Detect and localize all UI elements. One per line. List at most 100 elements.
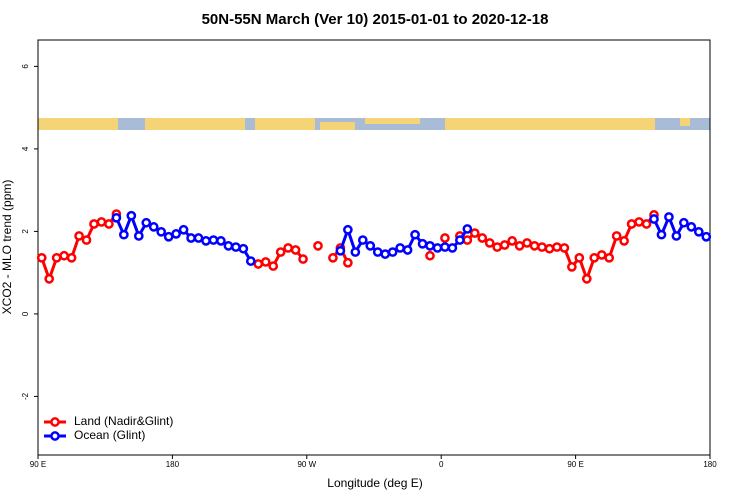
point <box>440 242 450 252</box>
x-axis-label: Longitude (deg E) <box>327 476 422 490</box>
point <box>693 226 704 237</box>
point <box>96 217 107 227</box>
point <box>365 240 376 251</box>
x-tick-label: 0 <box>439 460 444 469</box>
point <box>343 224 353 235</box>
y-tick-label: 6 <box>21 64 30 69</box>
point <box>537 242 547 252</box>
land-ocean-strip <box>38 118 710 130</box>
point <box>686 222 697 232</box>
point <box>604 252 615 263</box>
point <box>469 228 480 238</box>
point <box>59 250 69 261</box>
point <box>611 231 622 241</box>
point <box>223 240 234 251</box>
land-strip <box>365 118 420 124</box>
point <box>574 252 585 263</box>
y-tick-label: 4 <box>21 146 30 151</box>
legend-marker <box>50 417 60 427</box>
point <box>313 240 323 251</box>
point <box>701 231 712 242</box>
point <box>507 236 517 246</box>
point <box>671 231 682 241</box>
point <box>440 233 450 243</box>
point <box>596 250 607 260</box>
point <box>44 274 55 284</box>
point <box>290 245 301 255</box>
point <box>522 238 532 248</box>
point <box>679 217 689 228</box>
point <box>268 261 279 271</box>
x-tick-label: 90 E <box>567 460 583 469</box>
point <box>275 247 286 257</box>
point <box>455 235 465 245</box>
point <box>148 222 159 232</box>
point <box>634 217 644 227</box>
point <box>410 229 420 240</box>
point <box>484 238 495 248</box>
point <box>626 219 637 229</box>
x-tick-label: 180 <box>703 460 717 469</box>
point <box>447 243 458 253</box>
point <box>462 235 473 245</box>
point <box>425 240 435 251</box>
land-strip <box>38 118 118 130</box>
point <box>328 252 338 263</box>
point <box>81 235 92 245</box>
point <box>567 262 577 272</box>
point <box>552 242 562 252</box>
point <box>619 236 629 246</box>
plot-frame <box>37 39 711 456</box>
point <box>126 210 137 221</box>
land-strip <box>680 118 690 126</box>
point <box>544 243 555 254</box>
point <box>335 245 346 256</box>
point <box>499 240 510 250</box>
point <box>36 252 47 263</box>
legend-label: Ocean (Glint) <box>74 428 145 442</box>
point <box>581 274 592 284</box>
point <box>171 229 181 239</box>
point <box>260 257 271 267</box>
point <box>387 247 398 257</box>
land-strip <box>255 118 315 130</box>
point <box>216 236 226 246</box>
point <box>104 219 114 229</box>
point <box>343 257 353 268</box>
point <box>51 252 62 263</box>
y-tick-label: 2 <box>21 229 30 234</box>
point <box>141 217 152 228</box>
point <box>66 252 77 263</box>
point <box>208 235 219 245</box>
point <box>156 226 167 237</box>
land-strip <box>320 122 355 130</box>
point <box>649 214 659 224</box>
point <box>350 247 361 257</box>
y-tick-label: -2 <box>21 392 30 400</box>
point <box>298 254 308 264</box>
legend-label: Land (Nadir&Glint) <box>74 414 173 428</box>
point <box>425 250 435 261</box>
point <box>357 235 368 245</box>
point <box>231 242 241 252</box>
point <box>514 240 525 251</box>
point <box>372 247 383 257</box>
point <box>201 236 211 246</box>
point <box>245 256 256 266</box>
chart-title: 50N-55N March (Ver 10) 2015-01-01 to 202… <box>202 11 549 28</box>
point <box>656 229 667 240</box>
land-strip <box>445 118 655 130</box>
point <box>402 245 413 255</box>
point <box>238 243 249 254</box>
x-tick-label: 180 <box>166 460 180 469</box>
point <box>477 233 488 243</box>
point <box>89 219 99 229</box>
point <box>163 231 174 242</box>
point <box>193 233 204 243</box>
land-strip <box>145 118 245 130</box>
point <box>395 243 405 253</box>
point <box>283 243 293 253</box>
y-axis-label: XCO2 - MLO trend (ppm) <box>0 180 14 315</box>
